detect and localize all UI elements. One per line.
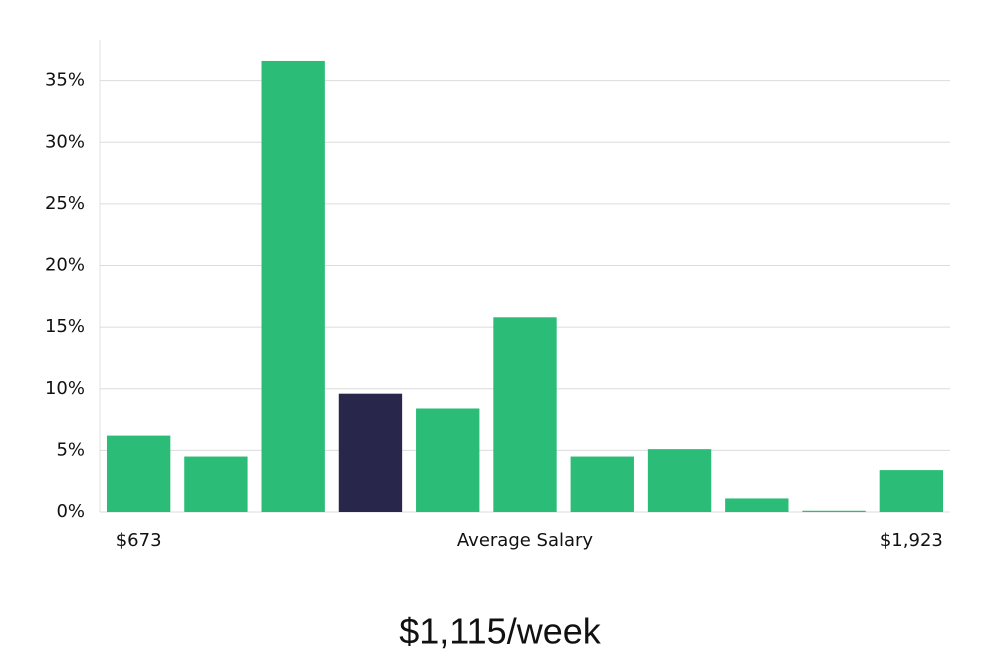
bar	[338, 393, 403, 512]
bar	[416, 408, 480, 512]
y-tick-label: 15%	[45, 316, 85, 337]
bar	[261, 60, 325, 513]
y-tick-label: 35%	[45, 70, 85, 91]
bar	[879, 470, 944, 512]
x-axis-label: Average Salary	[457, 530, 594, 551]
bar	[725, 498, 789, 512]
y-tick-label: 25%	[45, 193, 85, 214]
x-tick-label: $673	[116, 530, 162, 551]
bar	[493, 317, 557, 512]
bar	[647, 449, 712, 512]
y-tick-label: 5%	[56, 439, 85, 460]
x-tick-label: $1,923	[880, 530, 943, 551]
y-tick-label: 20%	[45, 255, 85, 276]
bar	[184, 456, 248, 512]
bar	[570, 456, 634, 512]
bar	[106, 435, 171, 512]
y-tick-label: 0%	[56, 501, 85, 522]
y-tick-label: 30%	[45, 131, 85, 152]
y-tick-label: 10%	[45, 378, 85, 399]
bar	[802, 510, 866, 512]
average-annotation: $1,115/week	[399, 611, 601, 652]
